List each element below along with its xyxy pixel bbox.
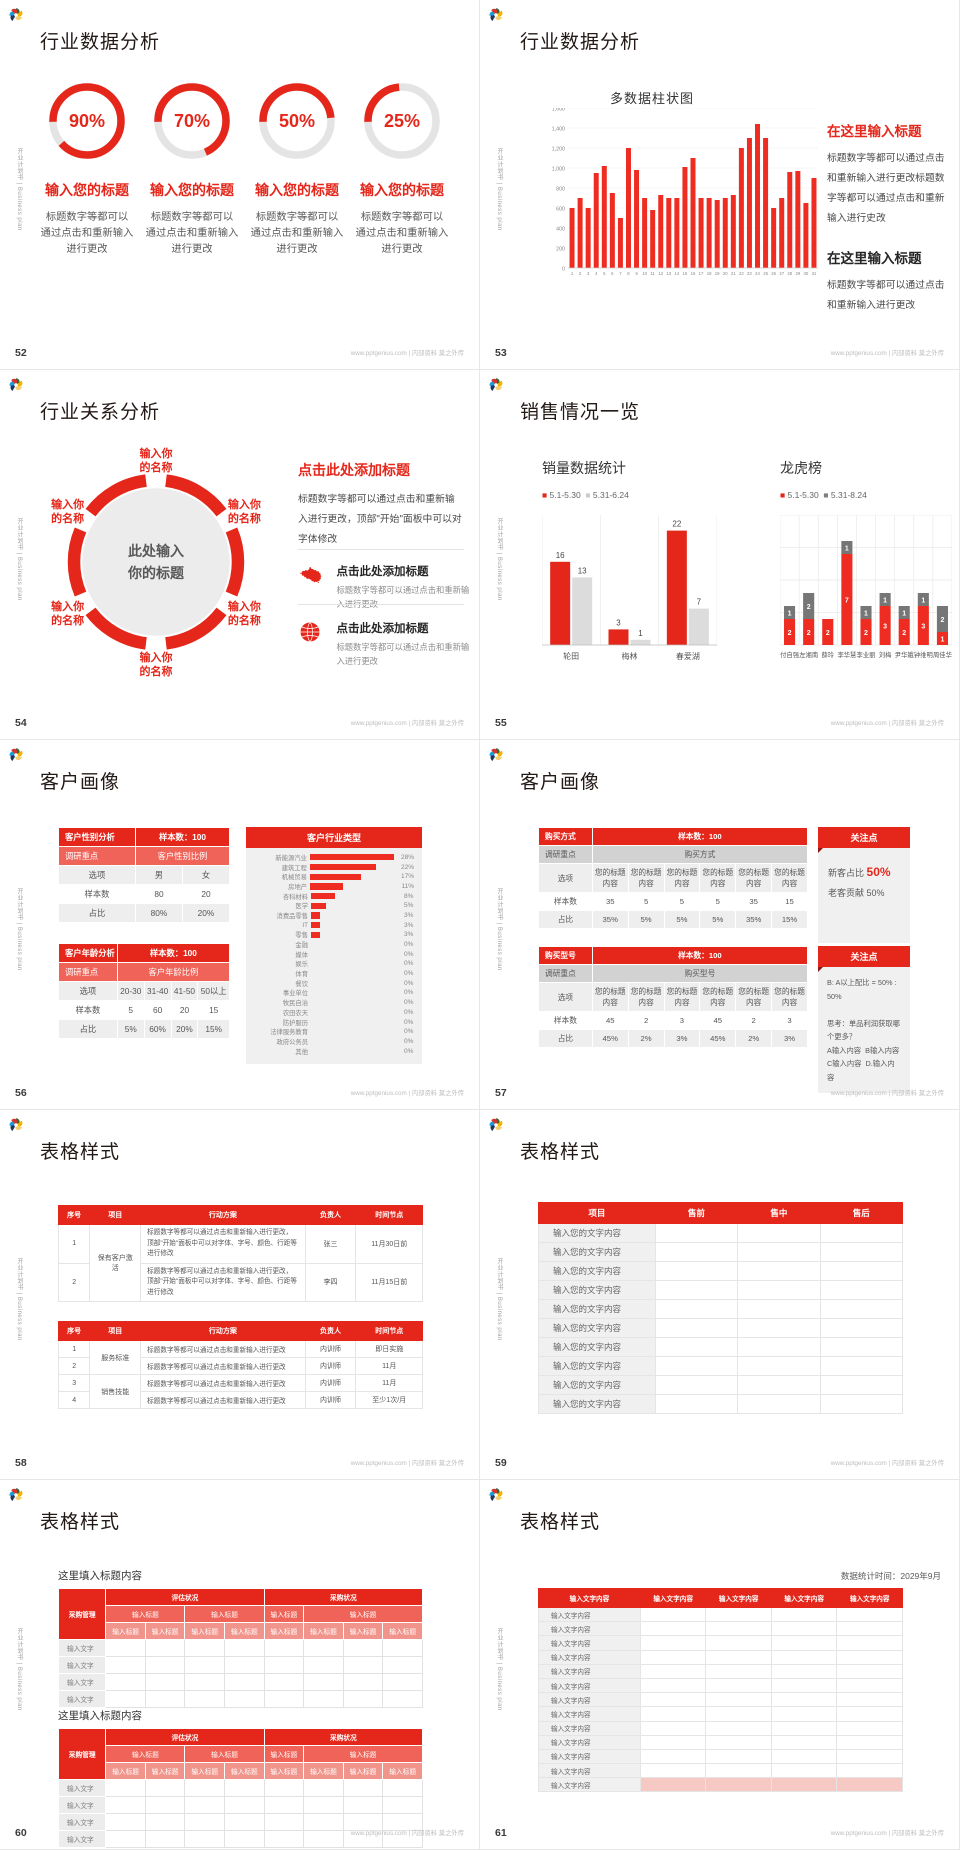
svg-text:25%: 25% [384,111,420,131]
svg-text:23: 23 [747,271,752,276]
svg-text:1: 1 [864,611,868,618]
svg-text:3: 3 [587,271,590,276]
svg-text:付自强: 付自强 [780,650,800,659]
svg-text:7: 7 [697,598,702,607]
svg-text:1: 1 [883,598,887,605]
svg-text:8: 8 [627,271,630,276]
svg-text:13: 13 [666,271,671,276]
svg-text:27: 27 [779,271,784,276]
svg-text:2: 2 [579,271,582,276]
svg-text:1: 1 [788,611,792,618]
svg-text:400: 400 [556,227,565,233]
svg-text:左湘南: 左湘南 [799,650,818,659]
svg-text:50%: 50% [279,111,315,131]
svg-text:16: 16 [691,271,696,276]
svg-text:1,200: 1,200 [552,147,565,153]
svg-text:70%: 70% [174,111,210,131]
svg-text:7: 7 [619,271,622,276]
svg-text:24: 24 [755,271,760,276]
svg-text:200: 200 [556,247,565,253]
svg-text:17: 17 [699,271,704,276]
svg-text:薛玲: 薛玲 [821,650,834,659]
svg-text:3: 3 [883,624,887,631]
svg-text:20: 20 [723,271,728,276]
svg-text:15: 15 [683,271,688,276]
svg-text:2: 2 [807,630,811,637]
svg-text:22: 22 [672,520,681,529]
svg-text:13: 13 [578,566,587,575]
svg-text:1: 1 [571,271,574,276]
svg-text:1,400: 1,400 [552,127,565,133]
svg-text:6: 6 [611,271,614,276]
svg-text:4: 4 [595,271,598,276]
svg-text:19: 19 [715,271,720,276]
svg-text:18: 18 [707,271,712,276]
svg-text:1: 1 [902,611,906,618]
svg-text:28: 28 [787,271,792,276]
svg-text:钟维明: 钟维明 [914,650,933,659]
svg-text:10: 10 [642,271,647,276]
svg-text:5: 5 [603,271,606,276]
svg-text:轮田: 轮田 [563,651,579,661]
svg-text:李华慧: 李华慧 [837,650,856,659]
svg-text:尹华娥: 尹华娥 [895,650,915,659]
svg-text:800: 800 [556,187,565,193]
svg-text:2: 2 [902,630,906,637]
svg-text:2: 2 [826,630,830,637]
svg-text:2: 2 [807,604,811,611]
svg-text:1: 1 [845,546,849,553]
svg-text:90%: 90% [69,111,105,131]
svg-text:3: 3 [921,624,925,631]
svg-text:16: 16 [556,551,565,560]
svg-text:22: 22 [739,271,744,276]
svg-text:2: 2 [864,630,868,637]
svg-text:600: 600 [556,207,565,213]
svg-text:1: 1 [940,637,944,644]
svg-text:26: 26 [771,271,776,276]
svg-text:1: 1 [921,598,925,605]
svg-text:31: 31 [812,271,817,276]
svg-text:29: 29 [795,271,800,276]
svg-text:李业丽: 李业丽 [857,650,876,659]
svg-text:2: 2 [788,630,792,637]
svg-text:21: 21 [731,271,736,276]
svg-text:刘梅: 刘梅 [879,650,892,659]
svg-text:9: 9 [635,271,638,276]
svg-text:周佳华: 周佳华 [933,650,952,659]
svg-text:梅林: 梅林 [622,651,638,661]
svg-text:1: 1 [638,629,643,638]
svg-text:2: 2 [940,617,944,624]
svg-text:30: 30 [804,271,809,276]
svg-text:3: 3 [616,618,621,627]
svg-text:11: 11 [650,271,655,276]
svg-text:1,000: 1,000 [552,167,565,173]
svg-text:春爱湖: 春爱湖 [676,651,700,661]
svg-text:0: 0 [562,267,565,273]
svg-text:12: 12 [658,271,663,276]
svg-text:14: 14 [674,271,679,276]
svg-text:7: 7 [845,598,849,605]
svg-text:25: 25 [763,271,768,276]
svg-text:1,600: 1,600 [552,108,565,113]
